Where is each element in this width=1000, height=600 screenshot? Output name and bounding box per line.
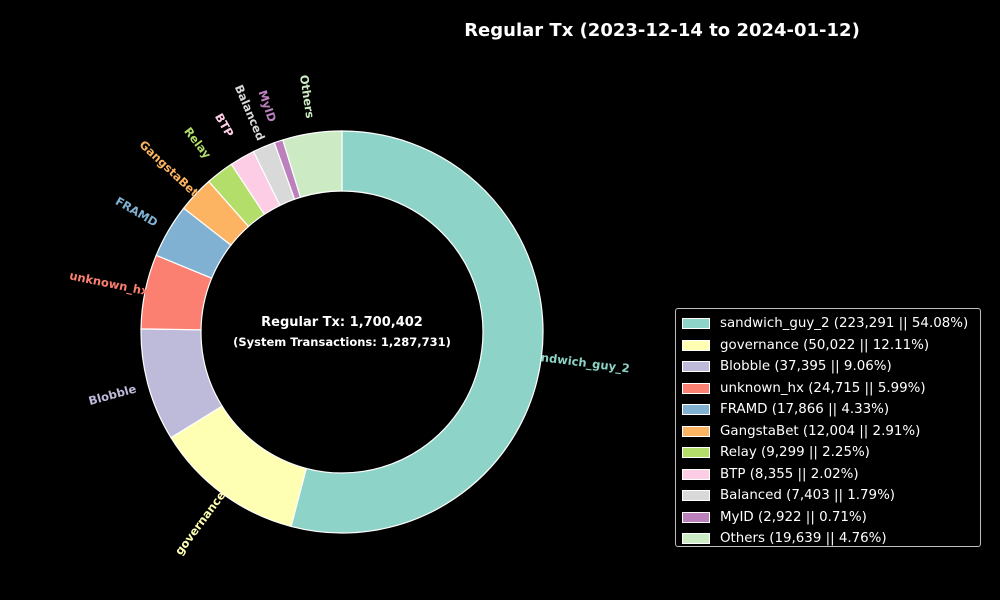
legend-item: MyID (2,922 || 0.71%) bbox=[682, 507, 974, 529]
legend-label: unknown_hx (24,715 || 5.99%) bbox=[720, 380, 926, 396]
legend-swatch bbox=[682, 361, 710, 373]
legend-label: Balanced (7,403 || 1.79%) bbox=[720, 488, 896, 504]
legend-swatch bbox=[682, 382, 710, 394]
legend: sandwich_guy_2 (223,291 || 54.08%) govern… bbox=[675, 308, 981, 547]
center-total-label: Regular Tx: 1,700,402 bbox=[261, 315, 423, 330]
legend-item: FRAMD (17,866 || 4.33%) bbox=[682, 399, 974, 421]
legend-label: Others (19,639 || 4.76%) bbox=[720, 531, 887, 547]
legend-item: governance (50,022 || 12.11%) bbox=[682, 335, 974, 357]
legend-item: sandwich_guy_2 (223,291 || 54.08%) bbox=[682, 313, 974, 335]
legend-swatch bbox=[682, 511, 710, 523]
legend-item: Blobble (37,395 || 9.06%) bbox=[682, 356, 974, 378]
slice-label-btp: BTP bbox=[212, 111, 237, 140]
legend-label: BTP (8,355 || 2.02%) bbox=[720, 466, 859, 482]
slice-label-others: Others bbox=[297, 74, 317, 120]
legend-item: GangstaBet (12,004 || 2.91%) bbox=[682, 421, 974, 443]
legend-label: MyID (2,922 || 0.71%) bbox=[720, 509, 867, 525]
legend-item: Relay (9,299 || 2.25%) bbox=[682, 442, 974, 464]
slice-label-governance: governance bbox=[172, 488, 228, 557]
legend-item: Others (19,639 || 4.76%) bbox=[682, 528, 974, 550]
slice-label-unknown-hx: unknown_hx bbox=[68, 268, 150, 299]
legend-label: GangstaBet (12,004 || 2.91%) bbox=[720, 423, 921, 439]
chart-title: Regular Tx (2023-12-14 to 2024-01-12) bbox=[464, 20, 860, 41]
center-system-label: (System Transactions: 1,287,731) bbox=[233, 335, 451, 349]
legend-swatch bbox=[682, 425, 710, 437]
legend-label: Relay (9,299 || 2.25%) bbox=[720, 445, 870, 461]
legend-item: Balanced (7,403 || 1.79%) bbox=[682, 485, 974, 507]
legend-item: BTP (8,355 || 2.02%) bbox=[682, 464, 974, 486]
legend-item: unknown_hx (24,715 || 5.99%) bbox=[682, 378, 974, 400]
slice-label-sandwich-guy-2: sandwich_guy_2 bbox=[526, 348, 631, 376]
legend-swatch bbox=[682, 533, 710, 545]
legend-swatch bbox=[682, 318, 710, 330]
legend-swatch bbox=[682, 404, 710, 416]
slices-group bbox=[140, 130, 544, 534]
legend-label: governance (50,022 || 12.11%) bbox=[720, 337, 930, 353]
legend-label: Blobble (37,395 || 9.06%) bbox=[720, 359, 892, 375]
legend-swatch bbox=[682, 468, 710, 480]
slice-sandwich-guy-2 bbox=[290, 130, 544, 534]
slice-others bbox=[282, 130, 343, 198]
legend-label: sandwich_guy_2 (223,291 || 54.08%) bbox=[720, 316, 969, 332]
slice-label-relay: Relay bbox=[181, 124, 214, 161]
legend-label: FRAMD (17,866 || 4.33%) bbox=[720, 402, 890, 418]
legend-swatch bbox=[682, 339, 710, 351]
legend-swatch bbox=[682, 490, 710, 502]
slice-label-blobble: Blobble bbox=[87, 381, 138, 408]
legend-swatch bbox=[682, 447, 710, 459]
slice-label-framd: FRAMD bbox=[113, 194, 160, 230]
